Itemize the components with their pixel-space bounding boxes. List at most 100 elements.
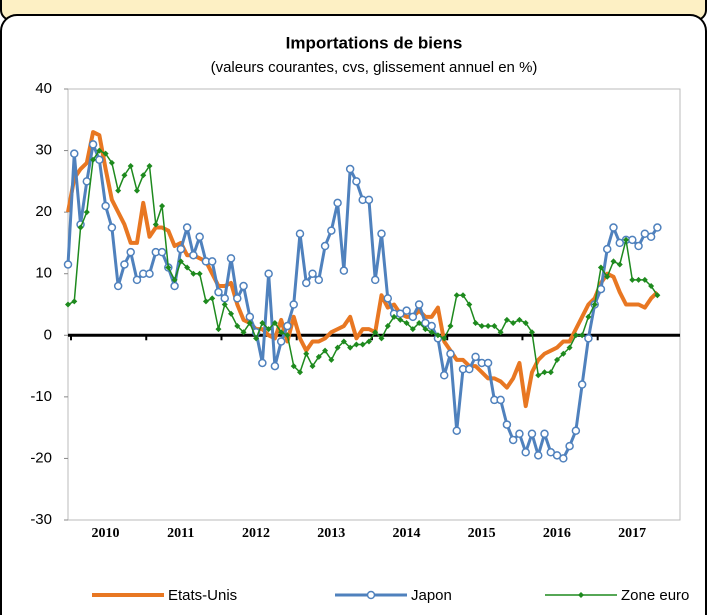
point: [572, 332, 579, 339]
point: [253, 335, 260, 342]
point: [646, 232, 656, 242]
point: [596, 284, 606, 294]
point: [308, 269, 317, 278]
point: [466, 301, 473, 308]
chart-title: Importations de biens: [286, 33, 463, 52]
point: [527, 429, 537, 439]
point: [182, 223, 192, 232]
legend-label: Zone euro: [621, 587, 689, 604]
point: [472, 319, 479, 326]
point: [422, 326, 429, 333]
point: [209, 295, 216, 302]
point: [579, 332, 586, 339]
point: [127, 162, 134, 169]
point: [347, 344, 354, 351]
point: [221, 301, 228, 308]
point: [497, 329, 504, 336]
point: [233, 294, 242, 303]
y-tick-label: 0: [44, 326, 52, 343]
point: [352, 177, 361, 186]
point: [176, 244, 186, 254]
point: [90, 156, 97, 163]
point: [328, 356, 335, 363]
point: [597, 264, 604, 271]
x-tick-label: 2017: [618, 526, 646, 541]
point: [359, 341, 366, 348]
point: [70, 149, 79, 158]
point: [370, 275, 380, 285]
point: [383, 294, 393, 303]
point: [453, 292, 460, 299]
point: [414, 300, 424, 309]
point: [452, 426, 461, 435]
point: [77, 224, 84, 231]
point: [340, 338, 347, 345]
point: [240, 329, 247, 336]
point: [228, 310, 235, 317]
point: [234, 323, 241, 330]
point: [428, 329, 435, 336]
point: [483, 358, 493, 368]
point: [485, 323, 492, 330]
point: [535, 372, 542, 379]
series-line: [66, 130, 659, 409]
point: [334, 344, 341, 351]
y-tick-label: 30: [35, 142, 52, 159]
point: [566, 344, 573, 351]
point: [496, 395, 505, 405]
point: [540, 429, 549, 439]
point: [409, 326, 416, 333]
point: [365, 338, 372, 345]
point: [616, 261, 623, 268]
point: [534, 451, 543, 460]
x-tick-label: 2012: [242, 526, 270, 541]
y-tick-label: 40: [35, 80, 52, 97]
point: [63, 260, 73, 269]
point: [465, 364, 474, 374]
point: [610, 258, 617, 265]
point: [571, 426, 581, 435]
chart-subtitle: (valeurs courantes, cvs, glissement annu…: [211, 59, 538, 76]
point: [327, 226, 336, 235]
point: [65, 301, 71, 308]
point: [384, 323, 391, 330]
point: [283, 321, 292, 331]
x-tick-label: 2013: [317, 526, 345, 541]
point: [584, 334, 593, 343]
point: [353, 341, 360, 348]
point: [108, 159, 115, 166]
point: [547, 369, 554, 376]
point: [184, 264, 191, 271]
point: [623, 236, 630, 243]
point: [641, 276, 648, 283]
point: [115, 187, 122, 194]
point: [71, 298, 78, 305]
point: [554, 356, 561, 363]
point: [654, 292, 661, 299]
point: [447, 323, 454, 330]
panel: [0, 14, 707, 615]
point: [309, 363, 316, 370]
point: [189, 250, 198, 260]
point: [88, 140, 98, 149]
point: [559, 454, 568, 463]
point: [521, 448, 530, 457]
point: [446, 349, 455, 359]
point: [157, 247, 167, 257]
point: [491, 323, 498, 330]
point: [408, 312, 418, 322]
legend-marker: [366, 590, 376, 600]
point: [314, 275, 324, 285]
y-tick-label: 20: [35, 203, 52, 220]
point: [441, 335, 448, 342]
point: [170, 281, 179, 291]
point: [541, 369, 548, 376]
point: [290, 363, 297, 370]
point: [416, 319, 423, 326]
point: [315, 353, 322, 360]
point: [196, 270, 203, 277]
point: [634, 241, 643, 251]
point: [565, 441, 574, 451]
point: [258, 358, 267, 368]
point: [264, 269, 273, 278]
